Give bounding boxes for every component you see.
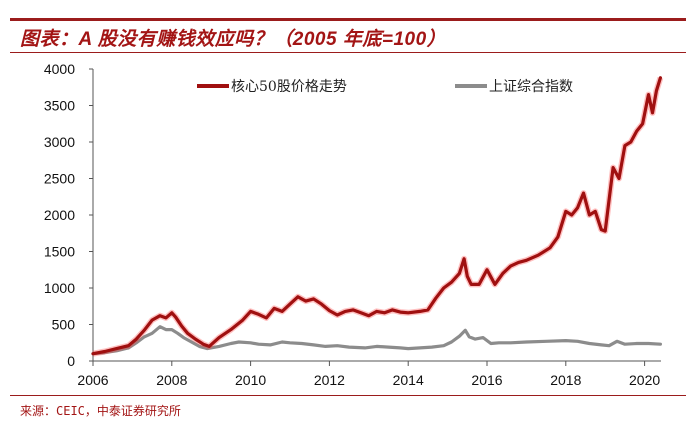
x-tick-label: 2014 xyxy=(393,372,424,388)
y-tick-label: 2500 xyxy=(44,171,75,187)
title-rule xyxy=(10,52,686,53)
y-tick-label: 500 xyxy=(52,317,76,333)
x-tick-label: 2006 xyxy=(77,372,108,388)
x-tick-label: 2016 xyxy=(471,372,502,388)
series-layer xyxy=(91,76,664,357)
legend-label: 上证综合指数 xyxy=(489,79,573,95)
y-tick-label: 4000 xyxy=(44,61,75,77)
x-tick-label: 2012 xyxy=(314,372,345,388)
y-tick-label: 3000 xyxy=(44,134,75,150)
x-axis: 2006 2008 2010 2012 2014 2016 2018 2020 xyxy=(77,360,661,388)
series-line xyxy=(91,325,663,356)
y-tick-label: 2000 xyxy=(44,207,75,223)
y-tick-label: 1000 xyxy=(44,280,75,296)
top-rule xyxy=(10,18,686,21)
y-tick-label: 3500 xyxy=(44,98,75,114)
x-tick-label: 2020 xyxy=(629,372,660,388)
legend: 核心50股价格走势 上证综合指数 xyxy=(197,79,573,95)
chart-title: 图表：A 股没有赚钱效应吗？（2005 年底=100） xyxy=(20,29,447,50)
y-tick-label: 0 xyxy=(67,353,75,369)
x-tick-label: 2010 xyxy=(235,372,266,388)
y-axis: 0 500 1000 1500 2000 2500 3000 3500 4000 xyxy=(44,61,94,369)
y-tick-label: 1500 xyxy=(44,244,75,260)
source-note: 来源：CEIC，中泰证券研究所 xyxy=(20,404,181,418)
series-line xyxy=(91,76,663,356)
x-tick-label: 2008 xyxy=(156,372,187,388)
bottom-rule xyxy=(10,395,686,396)
legend-label: 核心50股价格走势 xyxy=(231,79,347,95)
x-tick-label: 2018 xyxy=(550,372,581,388)
